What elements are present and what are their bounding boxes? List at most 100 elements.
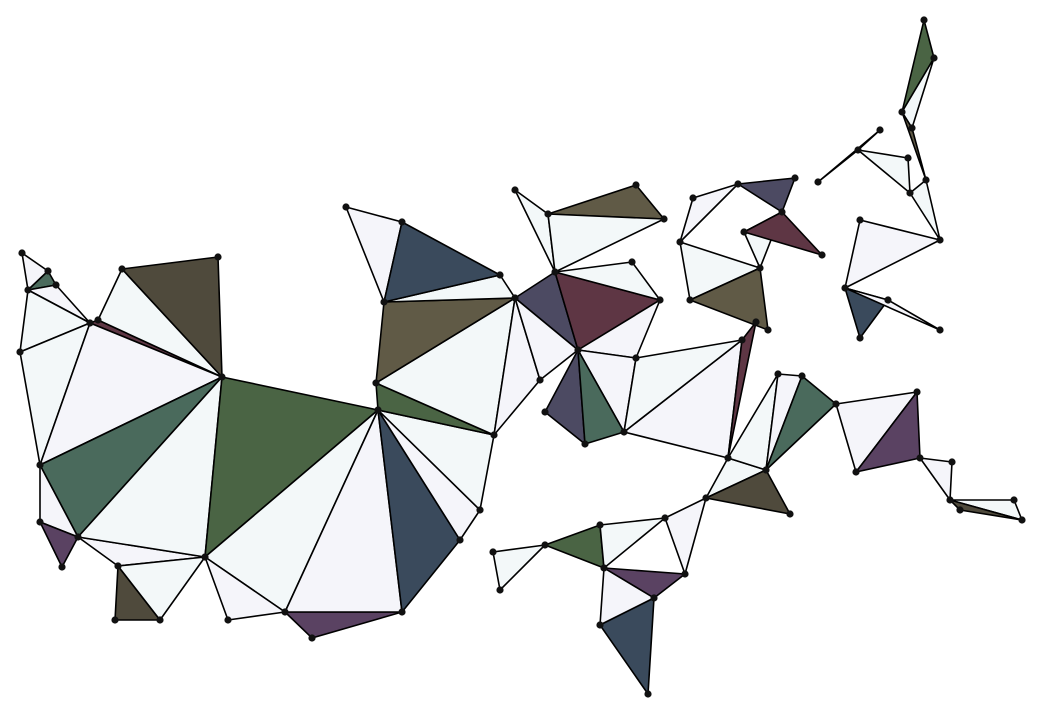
mesh-node [856,216,864,224]
mesh-node [904,154,912,162]
mesh-node [798,372,806,380]
mesh-node [644,690,652,698]
mesh-triangle [919,457,953,501]
mesh-triangle [514,297,579,381]
mesh-node [496,271,504,279]
mesh-triangle [679,183,739,243]
mesh-node [908,124,916,132]
mesh-node [852,468,860,476]
mesh-triangle [855,391,921,473]
mesh-node [24,286,32,294]
mesh-triangle [547,184,665,220]
mesh-triangle [554,261,661,301]
mesh-node [936,326,944,334]
mesh-node [791,174,799,182]
mesh-node [786,510,794,518]
mesh-node [456,536,464,544]
mesh-triangle [949,499,1023,521]
mesh-node [661,514,669,522]
mesh-triangle [743,211,823,256]
mesh-triangle [623,339,743,433]
mesh-node [36,518,44,526]
mesh-node [36,461,44,469]
mesh-node [58,563,66,571]
mesh-node [762,466,770,474]
mesh-node [156,616,164,624]
mesh-node [490,431,498,439]
mesh-node [541,541,549,549]
mesh-node [650,594,658,602]
mesh-triangle [547,213,665,273]
mesh-node [922,176,930,184]
mesh-triangle [727,321,757,459]
mesh-triangle [284,611,403,639]
mesh-node [541,408,549,416]
mesh-node [756,264,764,272]
mesh-node [734,180,742,188]
mesh-node [581,440,589,448]
mesh-node [656,296,664,304]
mesh-triangle [117,556,206,621]
mesh-triangle [689,267,769,331]
mesh-triangle [817,129,881,183]
mesh-triangle [664,497,707,575]
mesh-node [201,553,209,561]
mesh-nodes [16,16,1026,698]
mesh-triangle [121,256,223,378]
mesh-node [511,186,519,194]
mesh-node [814,178,822,186]
mesh-triangle [737,177,796,213]
mesh-node [544,210,552,218]
mesh-node [948,458,956,466]
mesh-node [496,586,504,594]
mesh-node [52,281,60,289]
mesh-node [18,249,26,257]
mesh-node [114,562,122,570]
mesh-node [511,294,519,302]
mesh-node [906,189,914,197]
mesh-triangle [765,375,837,471]
mesh-node [930,54,938,62]
mesh-node [620,428,628,436]
mesh-node [841,284,849,292]
mesh-node [676,238,684,246]
mesh-node [1010,496,1018,504]
mesh-triangle [844,219,941,289]
mesh-triangle [599,597,655,695]
mesh-node [536,376,544,384]
mesh-triangle [844,287,941,331]
mesh-node [94,316,102,324]
mesh-triangle [901,111,927,181]
mesh-node [936,236,944,244]
mesh-node [818,251,826,259]
mesh-node [740,228,748,236]
mesh-node [398,608,406,616]
mesh-node [218,373,226,381]
mesh-node [956,506,964,514]
mesh-node [489,548,497,556]
mesh-node [856,334,864,342]
mesh-node [16,348,24,356]
mesh-node [632,181,640,189]
mesh-node [224,616,232,624]
mesh-node [876,126,884,134]
mesh-node [702,494,710,502]
mesh-node [111,616,119,624]
mesh-triangle [577,349,625,445]
mesh-triangle [492,544,546,591]
mesh-node [86,319,94,327]
mesh-node [920,16,928,24]
mesh-node [551,268,559,276]
mesh-node [686,296,694,304]
mesh-node [214,253,222,261]
mesh-node [946,496,954,504]
mesh-triangle [909,179,941,241]
mesh-triangle [204,556,286,621]
mesh-node [342,203,350,211]
mesh-node [764,326,772,334]
mesh-node [44,267,52,275]
mesh-node [596,621,604,629]
mesh-node [574,346,582,354]
mesh-node [774,370,782,378]
